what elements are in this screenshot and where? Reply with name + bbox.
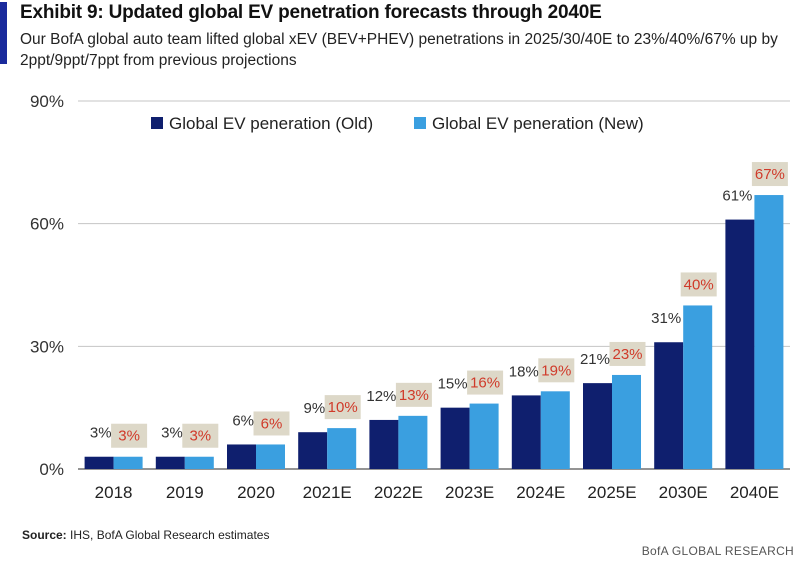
brand-label: BofA GLOBAL RESEARCH xyxy=(641,544,794,558)
data-label-box xyxy=(111,423,148,448)
data-label-box xyxy=(253,411,290,436)
data-label-old: 31% xyxy=(651,310,681,327)
legend-swatch xyxy=(414,117,426,129)
x-tick-label: 2022E xyxy=(374,483,423,502)
bar-new xyxy=(540,391,570,469)
source-note: Source: IHS, BofA Global Research estima… xyxy=(22,528,269,542)
data-label-box xyxy=(680,272,717,297)
source-label: Source: xyxy=(22,528,67,542)
x-tick-label: 2020 xyxy=(237,483,275,502)
x-tick-label: 2018 xyxy=(95,483,133,502)
bar-old xyxy=(155,456,185,469)
data-label-old: 9% xyxy=(304,400,326,417)
data-label-box xyxy=(324,395,361,420)
data-label-old: 18% xyxy=(509,363,539,380)
bar-new xyxy=(754,195,784,470)
data-label-box xyxy=(467,370,504,395)
bar-old xyxy=(227,444,256,469)
x-tick-label: 2023E xyxy=(445,483,494,502)
data-label-old: 3% xyxy=(161,425,183,442)
data-label-new: 10% xyxy=(328,399,358,416)
bar-new xyxy=(469,403,499,469)
data-label-new: 3% xyxy=(118,428,140,445)
chart-subtitle: Our BofA global auto team lifted global … xyxy=(20,31,778,69)
legend-swatch xyxy=(151,117,163,129)
x-tick-label: 2025E xyxy=(587,483,636,502)
x-axis-ticks: 2018 2019 2020 2021E 2022E 2023E 2024E 2025E 203… xyxy=(95,483,779,502)
legend-label: Global EV peneration (Old) xyxy=(169,114,373,133)
data-label-new: 3% xyxy=(189,428,211,445)
data-label-old: 12% xyxy=(366,388,396,405)
data-label-old: 15% xyxy=(438,376,468,393)
data-label-box xyxy=(182,423,219,448)
bar-old xyxy=(298,432,328,469)
bar-new xyxy=(113,456,143,469)
data-label-new: 16% xyxy=(470,375,500,392)
bar-new xyxy=(256,444,285,469)
data-label-old: 6% xyxy=(232,412,254,429)
data-label-box xyxy=(395,382,432,407)
chart-title: Exhibit 9: Updated global EV penetration… xyxy=(20,2,602,23)
x-tick-label: 2040E xyxy=(730,483,779,502)
y-tick-label: 90% xyxy=(30,92,64,111)
legend-label: Global EV peneration (New) xyxy=(432,114,644,133)
bar-old xyxy=(369,419,399,469)
data-label-old: 3% xyxy=(90,425,112,442)
y-axis-ticks: 0% 30% 60% 90% xyxy=(30,92,64,479)
bars xyxy=(84,195,784,470)
bar-new xyxy=(398,415,428,469)
bar-old xyxy=(84,456,114,469)
x-tick-label: 2024E xyxy=(516,483,565,502)
bar-old xyxy=(725,219,755,469)
bar-new xyxy=(184,456,214,469)
data-label-old: 61% xyxy=(722,188,752,205)
x-tick-label: 2030E xyxy=(659,483,708,502)
y-tick-label: 0% xyxy=(39,460,64,479)
data-label-new: 19% xyxy=(541,362,571,379)
bar-new xyxy=(327,428,357,469)
bar-old xyxy=(440,407,470,469)
legend: Global EV peneration (Old) Global EV pene… xyxy=(151,114,644,133)
data-label-new: 23% xyxy=(612,346,642,363)
data-label-box xyxy=(538,358,575,383)
x-tick-label: 2021E xyxy=(303,483,352,502)
data-label-box xyxy=(751,162,788,187)
bar-new xyxy=(683,305,713,469)
bar-old xyxy=(511,395,541,469)
y-tick-label: 60% xyxy=(30,215,64,234)
bar-new xyxy=(612,374,641,469)
y-tick-label: 30% xyxy=(30,337,64,356)
x-tick-label: 2019 xyxy=(166,483,204,502)
data-label-new: 40% xyxy=(684,276,714,293)
data-label-new: 67% xyxy=(755,166,785,183)
bar-old xyxy=(654,342,684,469)
data-label-old: 21% xyxy=(580,351,610,368)
data-label-box xyxy=(609,341,646,366)
data-label-new: 13% xyxy=(399,387,429,404)
source-text: IHS, BofA Global Research estimates xyxy=(70,528,270,542)
data-labels: 3% 3% 3% 3% 6% 6% 9% 10% 12% 13% 15% 16% 18% 19% 21% 23… xyxy=(90,162,788,448)
accent-bar xyxy=(0,2,7,64)
bar-old xyxy=(583,383,612,469)
data-label-new: 6% xyxy=(261,415,283,432)
